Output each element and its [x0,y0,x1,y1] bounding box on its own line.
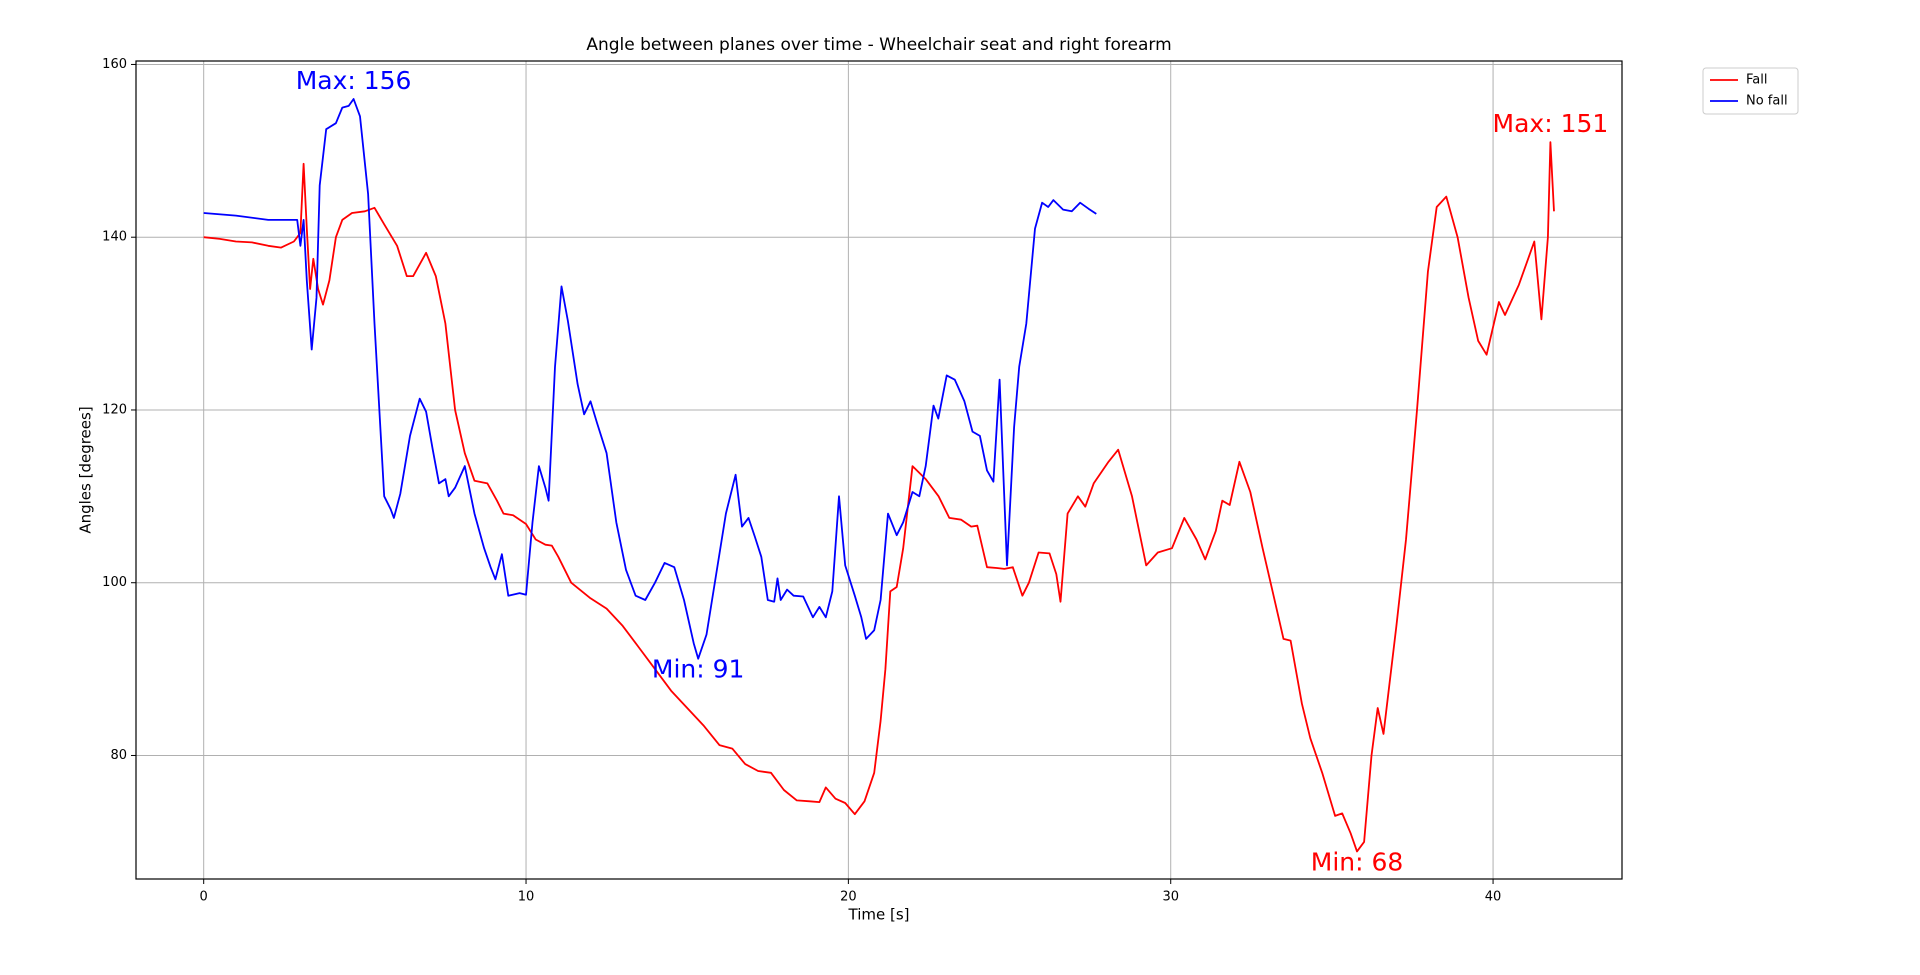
max-annotation: Max: 151 [1493,109,1609,138]
max-annotation: Max: 156 [296,66,412,95]
y-tick-label: 160 [102,57,127,72]
y-tick-label: 120 [102,402,127,417]
legend-label: No fall [1746,94,1788,109]
y-axis-label: Angles [degrees] [77,406,95,533]
x-tick-label: 10 [518,890,535,905]
y-tick-label: 140 [102,230,127,245]
data-line [203,141,1555,853]
min-annotation: Min: 91 [652,655,745,684]
x-axis-label: Time [s] [848,906,910,924]
x-tick-label: 20 [840,890,857,905]
x-tick-label: 40 [1485,890,1502,905]
x-tick-label: 0 [200,890,208,905]
plot-frame [135,60,1623,880]
y-tick-label: 100 [102,575,127,590]
x-tick-label: 30 [1162,890,1179,905]
legend: Fall No fall [1702,67,1799,115]
data-line [203,98,1097,660]
y-tick-label: 80 [110,748,127,763]
chart-title: Angle between planes over time - Wheelch… [586,35,1171,55]
legend-label: Fall [1746,73,1767,88]
min-annotation: Min: 68 [1311,847,1404,876]
